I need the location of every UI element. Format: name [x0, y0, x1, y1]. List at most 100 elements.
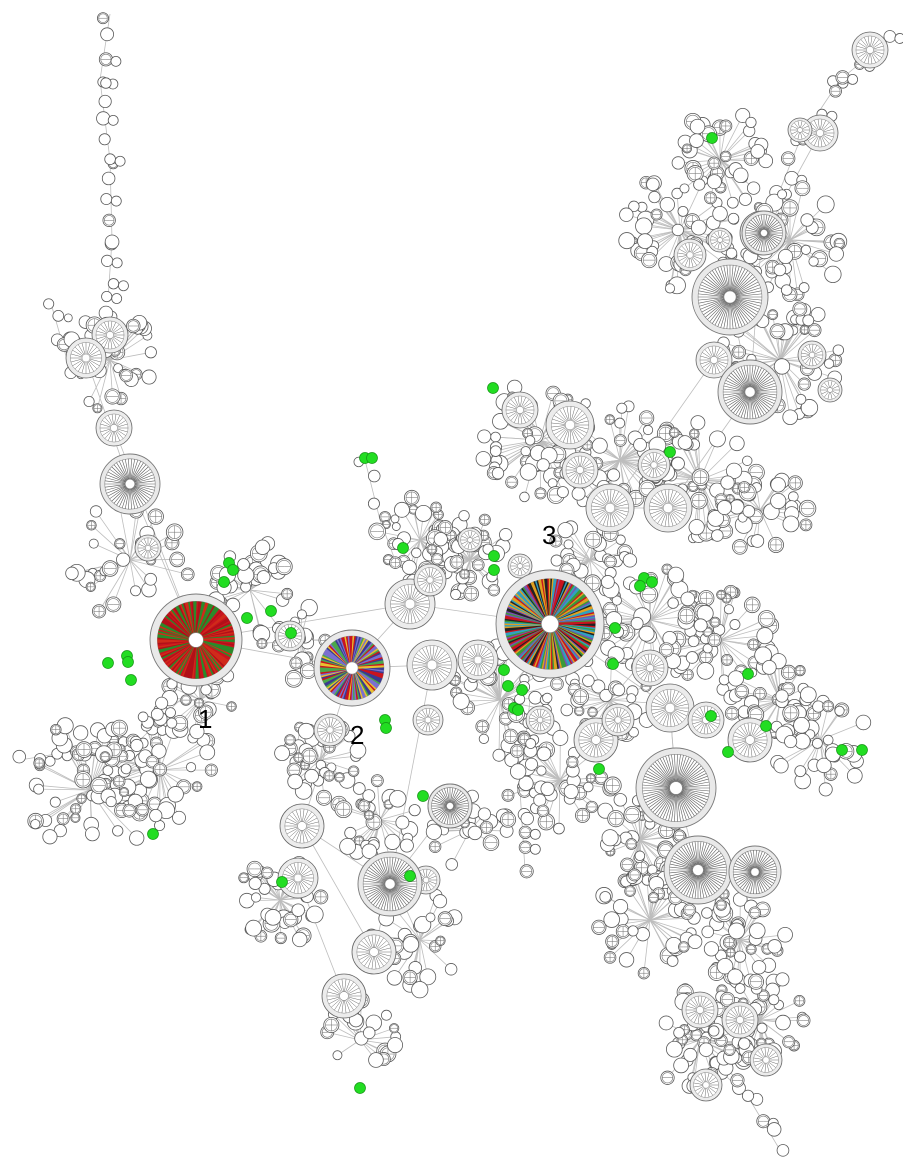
highlight-node — [607, 658, 619, 670]
node — [200, 684, 212, 696]
node — [829, 84, 842, 98]
node — [524, 757, 539, 771]
node — [256, 570, 271, 584]
node — [120, 763, 132, 775]
node — [620, 857, 635, 872]
highlight-node — [742, 668, 754, 680]
node — [557, 522, 574, 539]
highlight-node — [380, 722, 392, 734]
node — [796, 1013, 811, 1028]
node — [433, 894, 448, 909]
node — [129, 830, 145, 846]
node — [682, 903, 697, 917]
node — [834, 705, 845, 716]
node — [238, 872, 250, 884]
node — [807, 323, 822, 338]
node — [748, 906, 761, 919]
node — [49, 796, 61, 808]
node — [482, 834, 500, 851]
node — [444, 963, 458, 976]
node — [525, 738, 537, 749]
node — [524, 435, 536, 446]
node — [706, 174, 722, 190]
node — [65, 566, 79, 581]
node — [702, 643, 713, 654]
node — [248, 876, 262, 890]
highlight-node — [706, 132, 718, 144]
spoked-node — [525, 705, 555, 735]
node — [698, 590, 715, 607]
node — [98, 94, 112, 108]
node — [720, 653, 733, 666]
node — [100, 27, 115, 42]
node — [287, 773, 303, 790]
node — [292, 931, 308, 948]
node — [624, 885, 636, 897]
node — [664, 283, 676, 294]
node — [775, 972, 790, 987]
highlight-node — [760, 720, 772, 732]
spoked-node — [585, 483, 635, 533]
node — [433, 532, 448, 547]
highlight-node — [285, 627, 297, 639]
node — [352, 782, 366, 795]
node — [479, 821, 494, 835]
node — [96, 111, 111, 126]
node — [582, 674, 595, 687]
node — [782, 704, 800, 722]
node — [798, 282, 810, 293]
node — [552, 729, 569, 746]
node — [489, 445, 502, 457]
spoked-node — [412, 704, 444, 736]
highlight-node — [512, 704, 524, 716]
spoked-node — [801, 114, 839, 152]
node — [750, 534, 765, 548]
node — [144, 572, 157, 586]
node — [111, 257, 123, 269]
node — [800, 244, 811, 255]
node — [112, 825, 124, 837]
node — [431, 553, 444, 566]
node — [773, 758, 789, 774]
node — [666, 1040, 683, 1058]
node — [401, 559, 417, 575]
node — [751, 960, 767, 975]
node — [370, 774, 384, 788]
highlight-node — [404, 870, 416, 882]
node — [293, 752, 304, 763]
node — [822, 700, 835, 713]
node — [660, 1070, 675, 1085]
node — [368, 522, 386, 541]
spoked-node — [134, 534, 162, 562]
node — [612, 899, 629, 915]
node — [560, 703, 574, 717]
spoked-node — [687, 701, 725, 739]
cluster-label-1: 1 — [198, 704, 212, 734]
node — [628, 868, 642, 882]
node — [614, 434, 627, 447]
node — [822, 734, 834, 746]
node — [296, 609, 307, 620]
node — [800, 399, 819, 417]
node — [680, 591, 696, 607]
node — [389, 556, 402, 569]
node — [627, 925, 639, 937]
node — [518, 825, 532, 839]
spoked-node — [631, 649, 669, 687]
node — [773, 358, 791, 375]
node — [749, 922, 766, 940]
node — [628, 200, 640, 213]
spoked-node — [406, 639, 458, 691]
node — [599, 688, 613, 702]
node — [778, 249, 794, 265]
node — [492, 748, 506, 762]
highlight-node — [122, 656, 134, 668]
node — [56, 812, 70, 826]
node — [615, 534, 626, 545]
node — [389, 790, 407, 808]
node — [367, 497, 380, 510]
hub-large — [663, 835, 733, 905]
node — [472, 558, 485, 572]
node — [603, 951, 617, 964]
